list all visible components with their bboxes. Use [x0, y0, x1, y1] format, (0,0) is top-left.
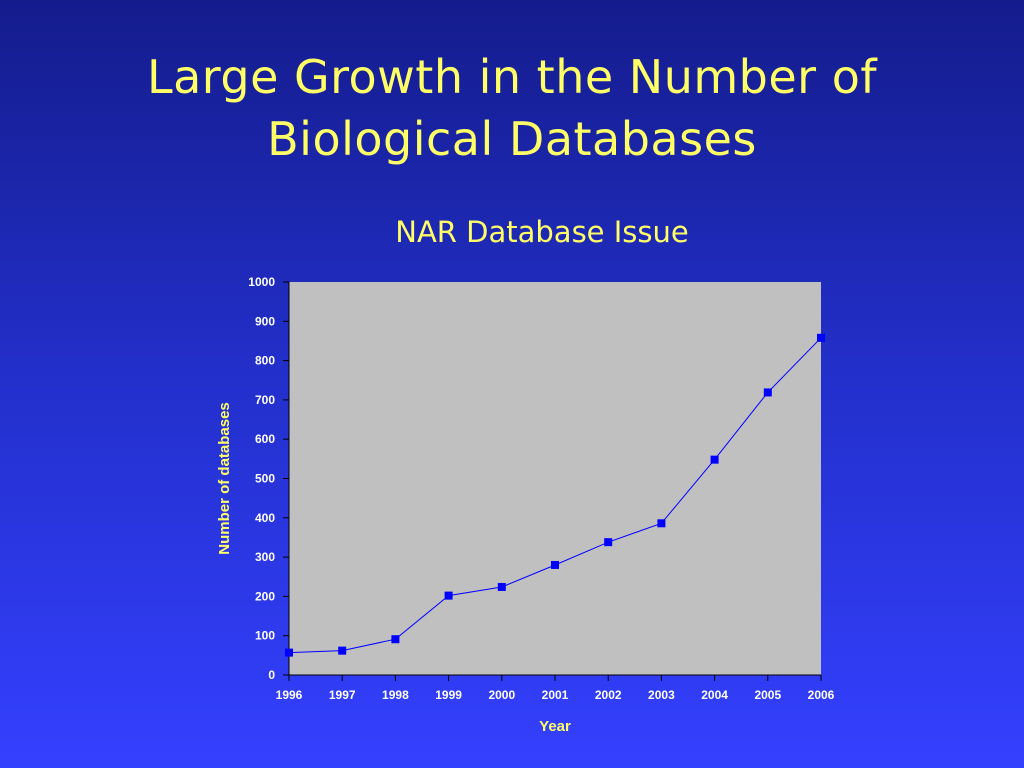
data-point	[338, 646, 347, 655]
data-point	[391, 635, 400, 644]
x-tick-label: 2003	[648, 688, 675, 702]
data-point	[817, 333, 825, 342]
x-tick-label: 1999	[435, 688, 462, 702]
x-tick-label: 2004	[701, 688, 728, 702]
y-tick-label: 900	[255, 314, 275, 328]
y-tick-label: 700	[255, 393, 275, 407]
slide-title: Large Growth in the Number of Biological…	[0, 46, 1024, 170]
y-tick-label: 600	[255, 432, 275, 446]
y-tick-label: 200	[255, 589, 275, 603]
chart-title: NAR Database Issue	[395, 215, 689, 249]
x-tick-label: 2005	[754, 688, 781, 702]
plot-area	[289, 282, 821, 675]
data-point	[551, 560, 559, 569]
data-point	[604, 538, 613, 547]
slide-title-line-1: Large Growth in the Number of	[146, 50, 878, 104]
x-tick-label: 2001	[542, 688, 569, 702]
y-axis-label: Number of databases	[216, 402, 233, 555]
x-tick-label: 1998	[382, 688, 409, 702]
data-point	[763, 388, 772, 397]
x-tick-label: 2006	[808, 688, 835, 702]
x-axis: 1996 1997 1998 1999 2000 2001 2002 2003 2004 2005…	[276, 674, 835, 702]
data-point	[444, 591, 453, 600]
data-point	[497, 582, 506, 591]
x-tick-label: 1997	[329, 688, 356, 702]
data-point	[285, 648, 293, 657]
data-point	[657, 519, 666, 528]
x-tick-label: 2002	[595, 688, 622, 702]
y-tick-label: 800	[255, 354, 275, 368]
slide-title-line-2: Biological Databases	[267, 112, 757, 166]
y-tick-label: 1000	[248, 275, 275, 289]
x-tick-label: 1996	[276, 688, 303, 702]
y-tick-label: 100	[255, 629, 275, 643]
y-tick-label: 500	[255, 472, 275, 486]
data-point	[710, 455, 719, 464]
y-axis: 0 100 200 300 400 500 600 700 800 900 1000	[248, 275, 290, 682]
x-tick-label: 2000	[488, 688, 515, 702]
y-tick-label: 400	[255, 511, 275, 525]
x-axis-label: Year	[539, 718, 571, 735]
y-tick-label: 300	[255, 550, 275, 564]
series-layer	[285, 333, 825, 657]
y-tick-label: 0	[268, 668, 275, 682]
